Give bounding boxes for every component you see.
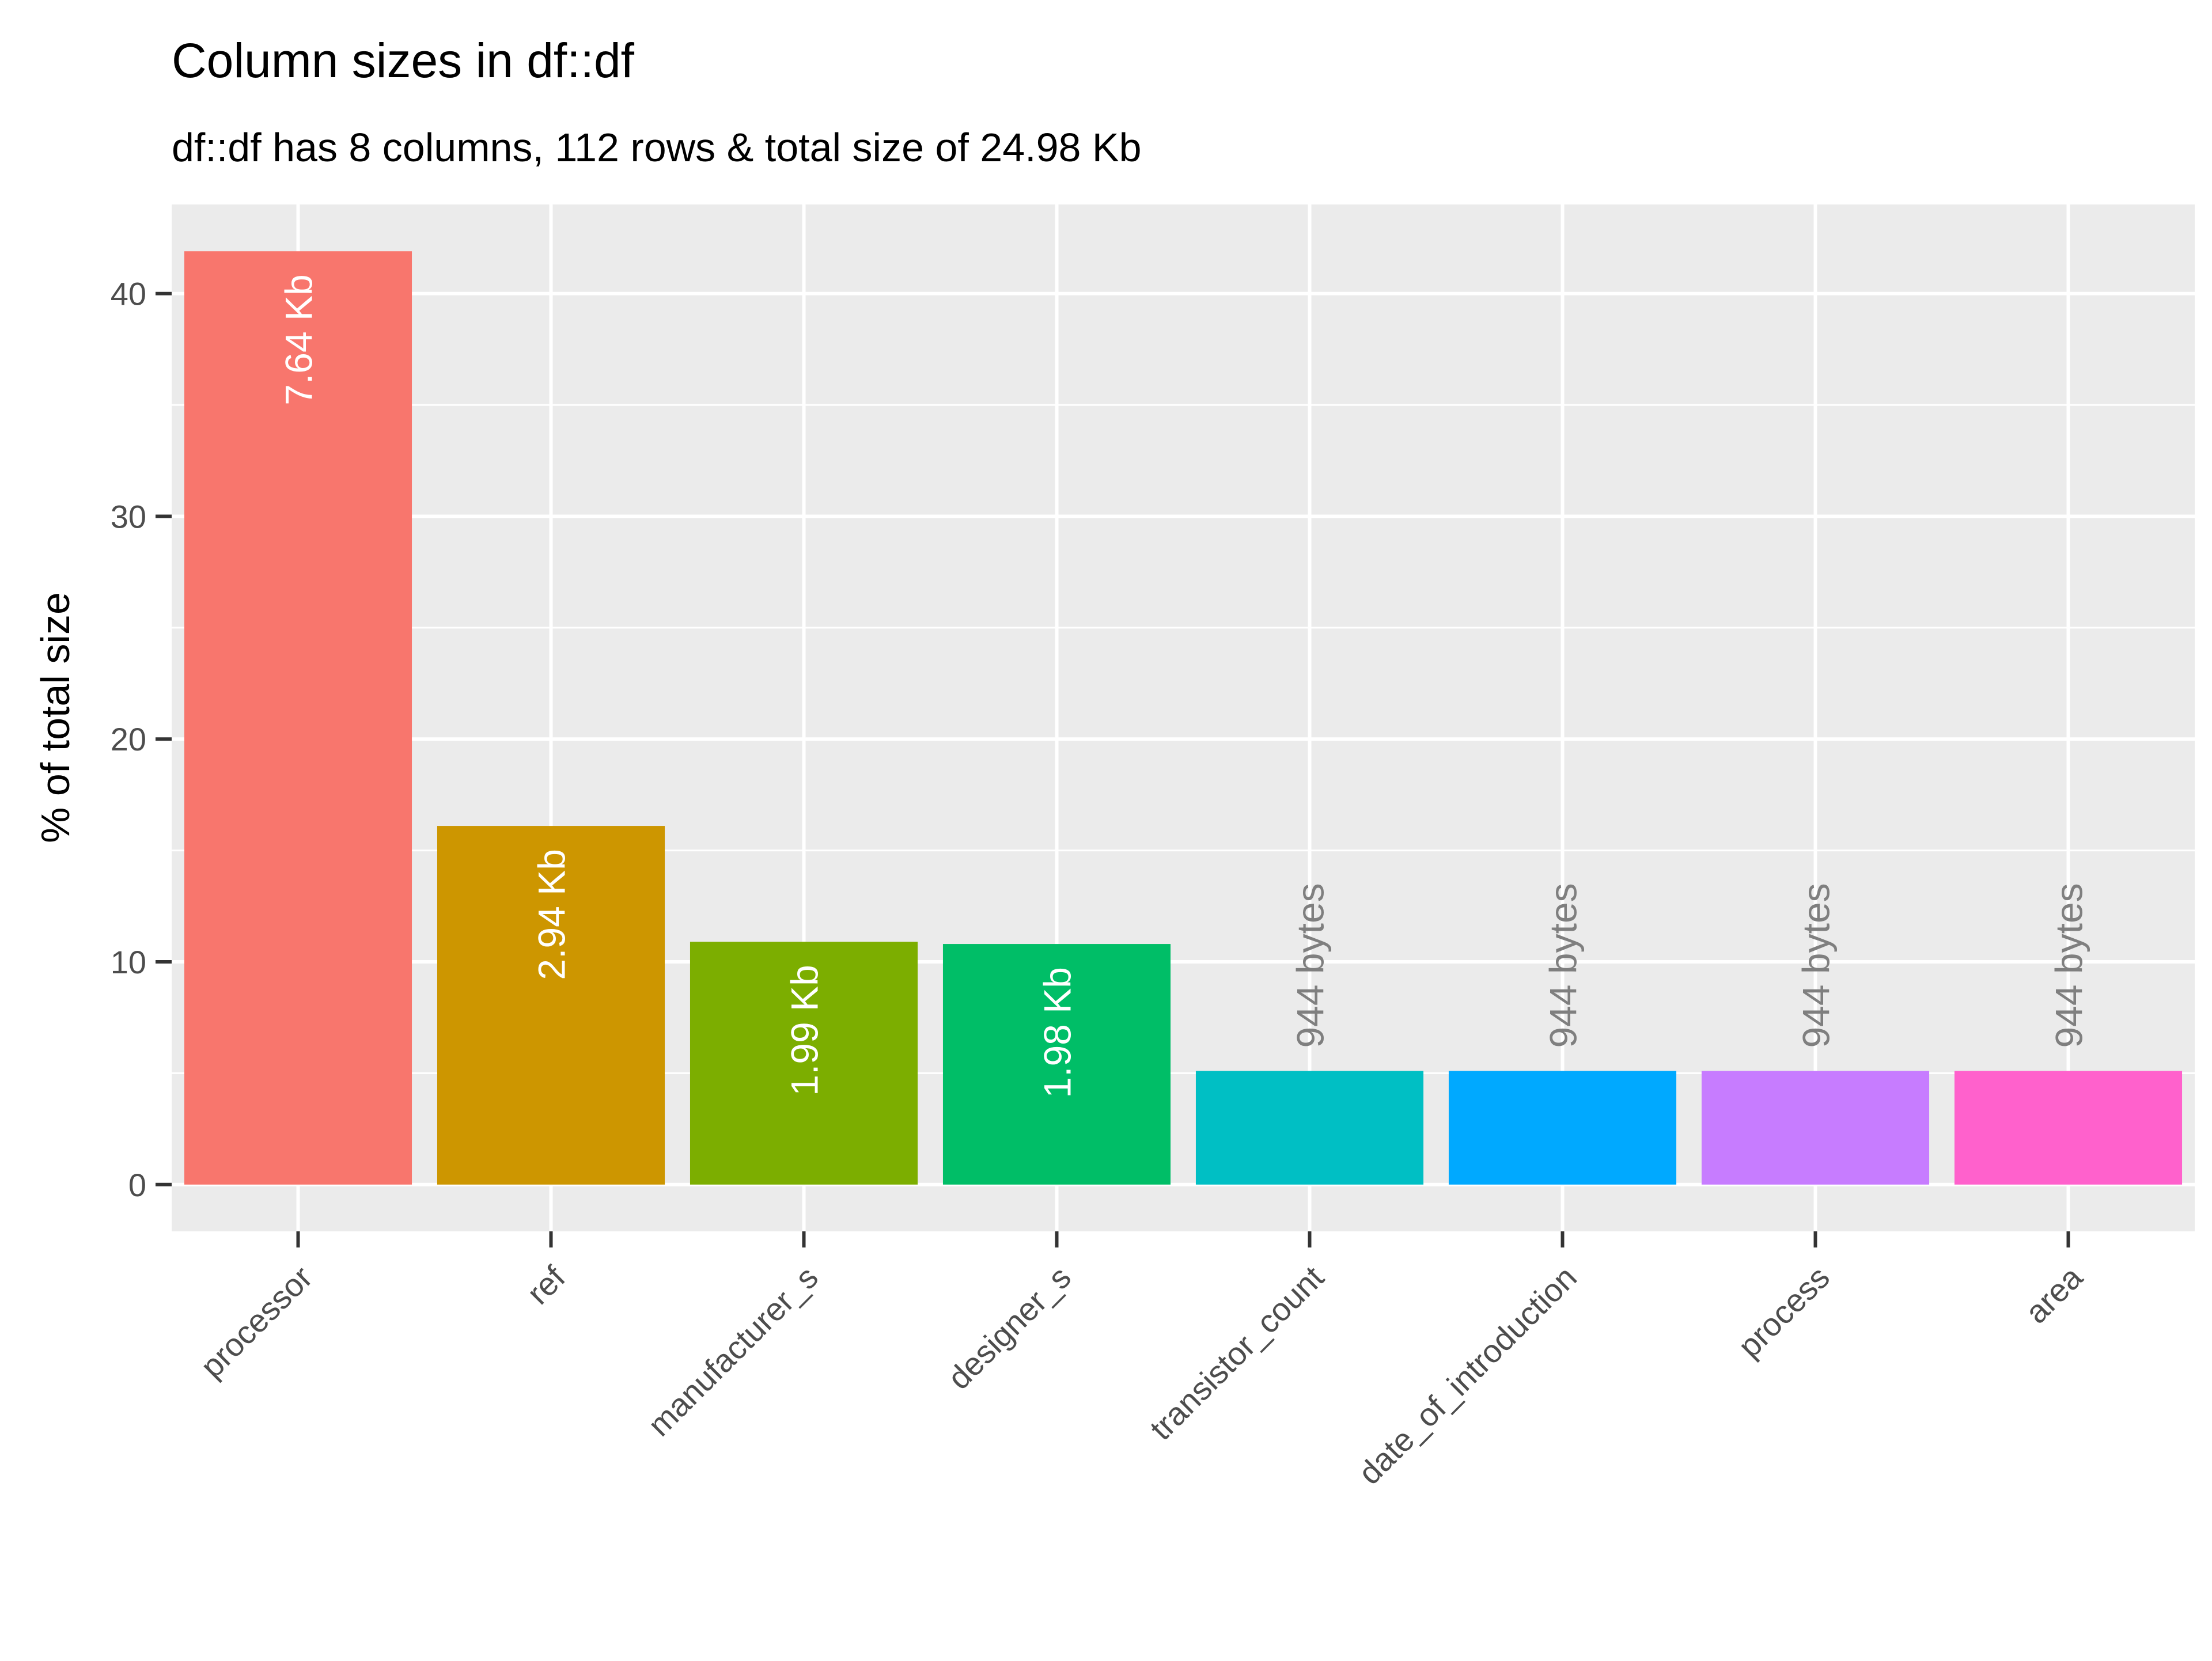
bar-label-designer_s: 1.98 Kb [1036, 967, 1079, 1098]
bar-label-ref: 2.94 Kb [531, 849, 573, 980]
bar-date_of_introduction [1448, 1071, 1677, 1185]
x-axis: processor ref manufacturer_s designer_s tran… [194, 1231, 2090, 1491]
bar-labels: 7.64 Kb 2.94 Kb 1.99 Kb 1.98 Kb 944 bytes 944… [278, 274, 2090, 1098]
bar-label-processor: 7.64 Kb [278, 274, 320, 405]
y-tick-label: 10 [111, 944, 146, 980]
bar-area [1954, 1071, 2183, 1185]
bar-label-date_of_introduction: 944 bytes [1542, 883, 1585, 1048]
x-tick-label-designer_s: designer_s [941, 1259, 1078, 1396]
y-axis: 0 10 20 30 40 [111, 276, 172, 1203]
y-tick-label: 20 [111, 721, 146, 757]
x-tick-label-process: process [1731, 1259, 1836, 1364]
bar-label-process: 944 bytes [1795, 883, 1838, 1048]
bar-manufacturer_s [690, 942, 918, 1185]
bar-label-area: 944 bytes [2048, 883, 2090, 1048]
bar-designer_s [942, 944, 1171, 1185]
y-axis-title: % of total size [33, 592, 78, 843]
bar-label-transistor_count: 944 bytes [1289, 883, 1332, 1048]
bar-transistor_count [1195, 1071, 1424, 1185]
chart-title: Column sizes in df::df [172, 33, 635, 88]
x-tick-label-manufacturer_s: manufacturer_s [641, 1259, 825, 1443]
x-tick-label-area: area [2018, 1258, 2089, 1330]
bar-ref [437, 826, 665, 1185]
y-tick-label: 30 [111, 498, 146, 534]
y-tick-label: 0 [128, 1167, 146, 1203]
bar-processor [184, 251, 412, 1185]
bar-label-manufacturer_s: 1.99 Kb [783, 965, 826, 1096]
x-tick-label-processor: processor [194, 1259, 319, 1385]
x-tick-label-date_of_introduction: date_of_introduction [1351, 1259, 1584, 1491]
y-tick-label: 40 [111, 276, 146, 312]
chart-subtitle: df::df has 8 columns, 112 rows & total s… [172, 125, 1142, 170]
x-tick-label-transistor_count: transistor_count [1143, 1259, 1331, 1447]
bars [184, 251, 2183, 1185]
x-tick-label-ref: ref [520, 1259, 572, 1311]
bar-process [1701, 1071, 1930, 1185]
